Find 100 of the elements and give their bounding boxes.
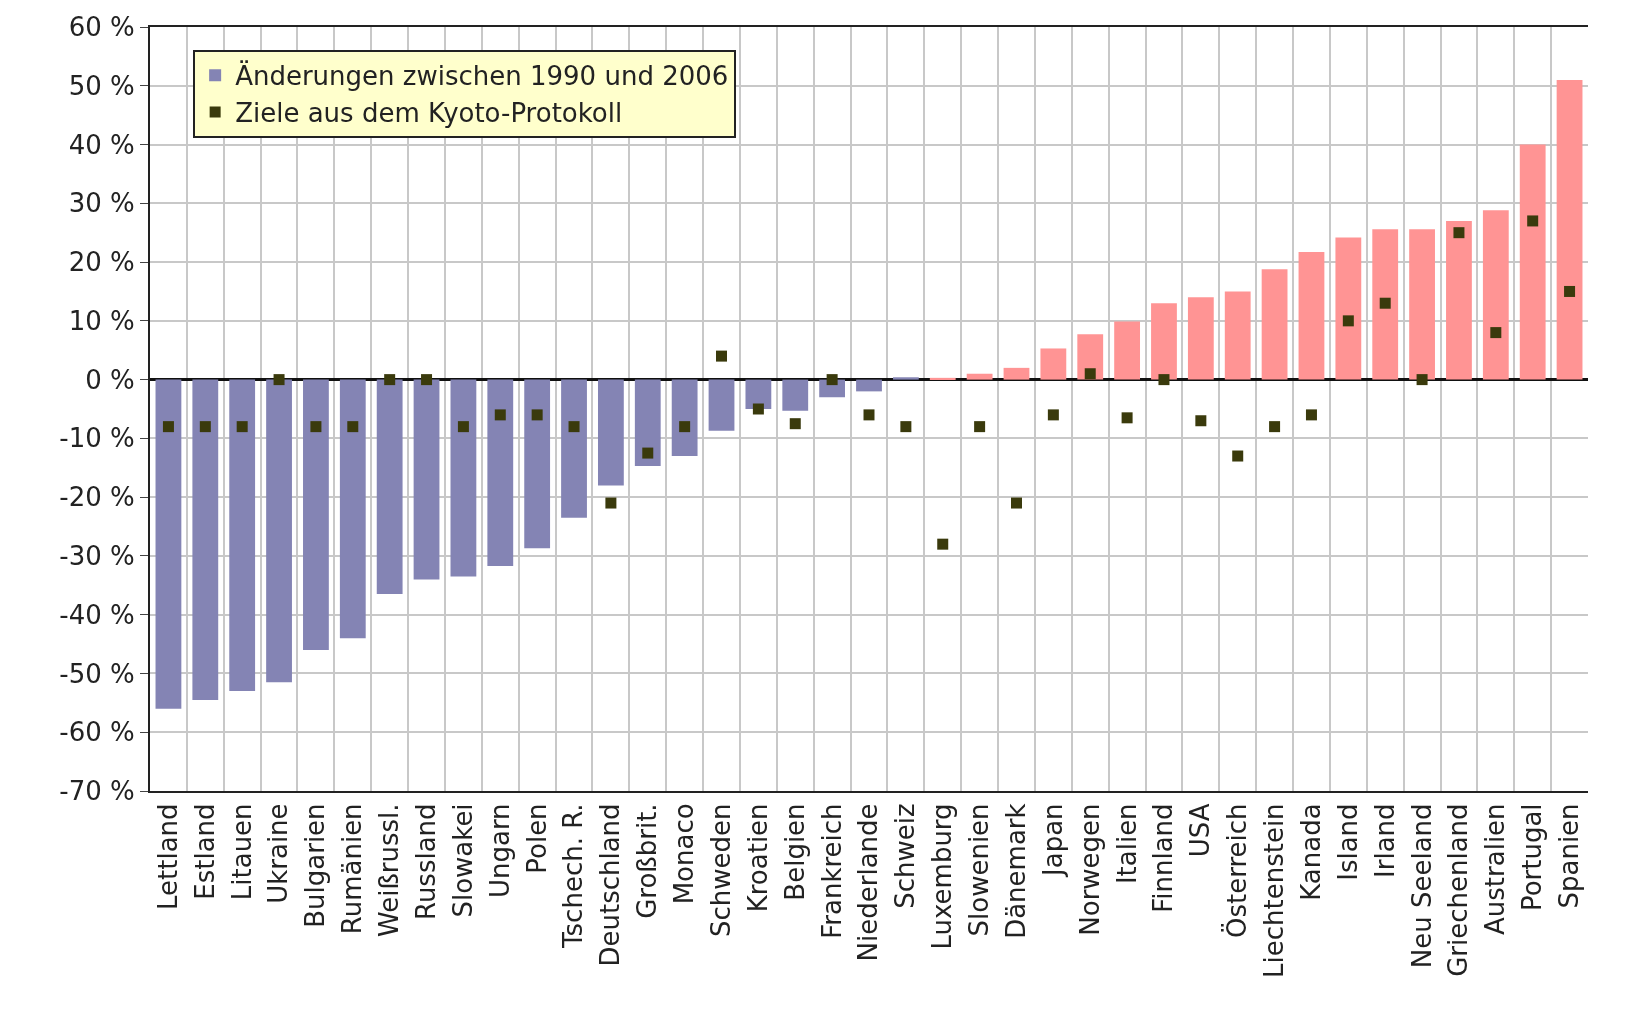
bar	[1519, 144, 1546, 380]
bar	[892, 377, 919, 380]
x-tick-label: Australien	[1480, 803, 1511, 935]
bar	[634, 379, 661, 467]
point	[642, 447, 654, 459]
x-tick-label: Großbrit.	[632, 803, 663, 919]
x-tick-label: Ungarn	[484, 803, 515, 899]
y-tick-label: 0 %	[85, 364, 135, 395]
bar	[266, 379, 292, 683]
point	[457, 421, 469, 433]
point	[974, 421, 986, 433]
bar	[1372, 229, 1399, 380]
y-tick-label: -50 %	[59, 658, 135, 689]
point	[1121, 412, 1133, 424]
bar	[1298, 252, 1325, 380]
point	[494, 409, 506, 421]
bar	[450, 379, 477, 577]
x-tick-label: Japan	[1037, 803, 1068, 878]
point	[1564, 285, 1576, 297]
x-tick-label: Liechtenstein	[1259, 803, 1290, 978]
point	[826, 374, 838, 386]
x-tick-label: USA	[1185, 803, 1216, 858]
x-tick-label: Bulgarien	[300, 803, 331, 928]
x-tick-label: Niederlande	[853, 803, 884, 962]
point	[1158, 374, 1170, 386]
bar	[1335, 237, 1362, 380]
point	[1232, 450, 1244, 462]
point	[162, 421, 174, 433]
point	[1342, 315, 1354, 327]
x-tick-label: Spanien	[1554, 803, 1585, 909]
point	[716, 350, 728, 362]
point	[937, 538, 949, 550]
x-tick-label: Schweden	[705, 803, 736, 937]
bar	[1187, 297, 1214, 380]
x-tick-label: Österreich	[1221, 803, 1253, 938]
point	[421, 374, 433, 386]
x-tick-label: Weißrussl.	[374, 803, 405, 937]
x-tick-label: Russland	[410, 803, 441, 921]
point	[789, 418, 801, 430]
point	[1195, 415, 1207, 427]
bar	[597, 379, 624, 486]
point	[1047, 409, 1059, 421]
x-tick-label: Griechenland	[1443, 803, 1474, 977]
x-tick-label: Finnland	[1148, 803, 1179, 913]
point	[1269, 421, 1281, 433]
y-tick-label: -60 %	[59, 717, 135, 748]
bar	[303, 379, 329, 650]
y-tick-label: 40 %	[68, 129, 135, 160]
bar	[413, 379, 440, 580]
bar	[745, 379, 772, 409]
bar	[1482, 210, 1509, 380]
x-tick-label: Estland	[189, 803, 220, 900]
point	[1416, 374, 1428, 386]
point	[384, 374, 396, 386]
point	[1490, 327, 1502, 339]
bar	[782, 379, 809, 411]
point	[310, 421, 322, 433]
y-tick-label: 10 %	[68, 305, 135, 336]
bar	[561, 379, 587, 518]
legend-label: Ziele aus dem Kyoto-Protokoll	[235, 98, 623, 129]
point	[347, 421, 359, 433]
point	[236, 421, 248, 433]
point	[605, 497, 617, 509]
bar	[1114, 321, 1141, 380]
point	[752, 403, 764, 415]
x-tick-label: Island	[1332, 803, 1363, 881]
x-tick-label: Polen	[521, 803, 552, 874]
legend-label: Änderungen zwischen 1990 und 2006	[235, 60, 729, 92]
bar	[1040, 348, 1067, 380]
x-tick-label: Tschech. R.	[558, 803, 589, 950]
y-tick-label: 30 %	[68, 188, 135, 219]
bar	[487, 379, 514, 566]
x-tick-label: Luxemburg	[927, 803, 958, 950]
bar	[1224, 291, 1251, 380]
x-tick-label: Slowakei	[447, 803, 478, 918]
x-tick-label: Italien	[1111, 803, 1142, 885]
bar	[1003, 367, 1030, 380]
x-tick-label: Rumänien	[337, 803, 368, 935]
point	[1453, 227, 1465, 239]
x-tick-label: Slowenien	[964, 803, 995, 937]
y-tick-label: 60 %	[68, 12, 135, 43]
y-tick-label: -10 %	[59, 423, 135, 454]
bar	[929, 377, 956, 380]
point	[273, 374, 285, 386]
bar	[155, 379, 182, 709]
point	[900, 421, 912, 433]
point	[199, 421, 211, 433]
bar	[524, 379, 551, 549]
y-tick-label: -20 %	[59, 482, 135, 513]
x-tick-label: Dänemark	[1000, 803, 1031, 939]
point	[568, 421, 580, 433]
x-tick-label: Monaco	[669, 803, 700, 905]
bar	[708, 379, 735, 431]
bar	[192, 379, 219, 700]
y-tick-label: 20 %	[68, 247, 135, 278]
x-tick-label: Irland	[1369, 803, 1400, 878]
bar	[1151, 303, 1177, 380]
point	[1527, 215, 1539, 227]
bar	[1409, 229, 1435, 380]
x-tick-label: Frankreich	[816, 803, 847, 939]
